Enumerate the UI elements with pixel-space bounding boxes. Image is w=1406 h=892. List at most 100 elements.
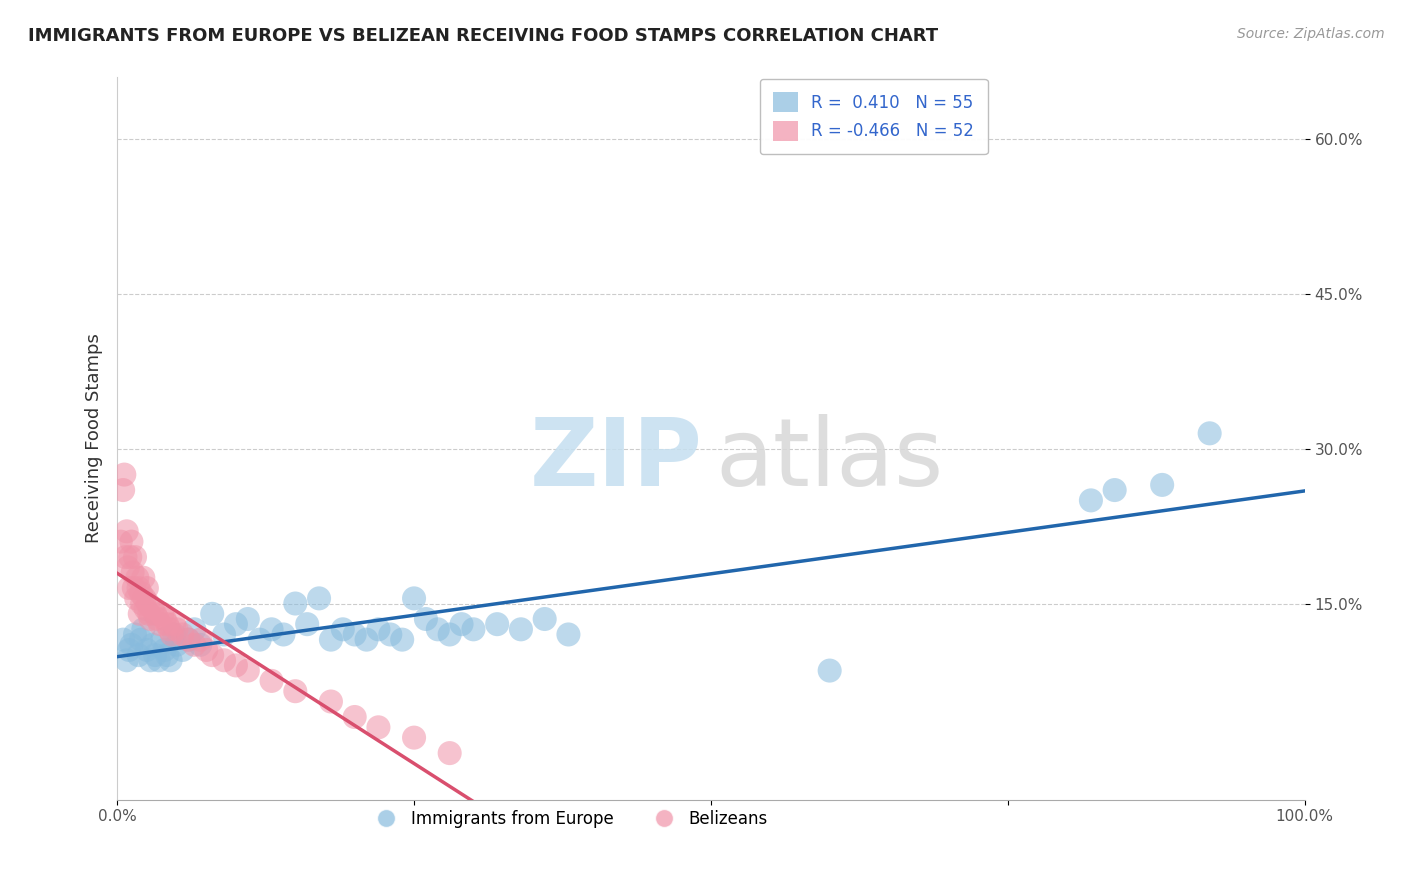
Point xyxy=(260,623,283,637)
Text: Source: ZipAtlas.com: Source: ZipAtlas.com xyxy=(1237,27,1385,41)
Point xyxy=(112,483,135,497)
Text: IMMIGRANTS FROM EUROPE VS BELIZEAN RECEIVING FOOD STAMPS CORRELATION CHART: IMMIGRANTS FROM EUROPE VS BELIZEAN RECEI… xyxy=(28,27,938,45)
Point xyxy=(510,623,533,637)
Point xyxy=(163,617,186,632)
Point xyxy=(159,653,181,667)
Point xyxy=(177,632,200,647)
Point xyxy=(146,612,169,626)
Point xyxy=(149,617,172,632)
Point xyxy=(120,638,142,652)
Point xyxy=(135,581,157,595)
Point xyxy=(1104,483,1126,497)
Point xyxy=(818,664,841,678)
Point xyxy=(129,632,152,647)
Y-axis label: Receiving Food Stamps: Receiving Food Stamps xyxy=(86,334,103,543)
Point xyxy=(166,638,188,652)
Point xyxy=(128,607,150,621)
Point xyxy=(120,534,142,549)
Point xyxy=(249,632,271,647)
Point xyxy=(343,627,366,641)
Point xyxy=(225,617,247,632)
Point xyxy=(284,597,307,611)
Point xyxy=(225,658,247,673)
Point xyxy=(319,632,342,647)
Point xyxy=(148,653,170,667)
Point xyxy=(533,612,555,626)
Point xyxy=(127,571,149,585)
Legend: Immigrants from Europe, Belizeans: Immigrants from Europe, Belizeans xyxy=(363,803,775,835)
Point xyxy=(128,648,150,662)
Point xyxy=(124,627,146,641)
Text: atlas: atlas xyxy=(716,414,943,506)
Point xyxy=(172,627,194,641)
Point xyxy=(142,638,165,652)
Point xyxy=(212,627,235,641)
Point xyxy=(132,623,155,637)
Point xyxy=(212,653,235,667)
Point xyxy=(367,623,389,637)
Point xyxy=(163,627,186,641)
Point xyxy=(273,627,295,641)
Point xyxy=(135,601,157,615)
Point xyxy=(201,648,224,662)
Point xyxy=(188,632,211,647)
Point xyxy=(142,601,165,615)
Point xyxy=(138,607,160,621)
Point xyxy=(367,720,389,734)
Point xyxy=(136,597,159,611)
Point xyxy=(160,627,183,641)
Point xyxy=(557,627,579,641)
Point xyxy=(236,664,259,678)
Point xyxy=(356,632,378,647)
Point xyxy=(195,643,218,657)
Point xyxy=(402,591,425,606)
Point xyxy=(426,623,449,637)
Point xyxy=(236,612,259,626)
Point xyxy=(1152,478,1174,492)
Point xyxy=(153,612,176,626)
Point xyxy=(463,623,485,637)
Point xyxy=(284,684,307,698)
Point xyxy=(183,638,205,652)
Point xyxy=(128,581,150,595)
Point xyxy=(150,632,173,647)
Point xyxy=(1080,493,1102,508)
Point xyxy=(117,560,139,574)
Point xyxy=(153,643,176,657)
Point xyxy=(118,643,141,657)
Point xyxy=(343,710,366,724)
Point xyxy=(380,627,402,641)
Point xyxy=(135,643,157,657)
Point xyxy=(114,550,136,565)
Text: ZIP: ZIP xyxy=(530,414,703,506)
Point xyxy=(177,632,200,647)
Point xyxy=(156,617,179,632)
Point xyxy=(150,607,173,621)
Point xyxy=(115,524,138,539)
Point xyxy=(332,623,354,637)
Point xyxy=(156,648,179,662)
Point xyxy=(486,617,509,632)
Point xyxy=(188,638,211,652)
Point xyxy=(159,623,181,637)
Point xyxy=(112,632,135,647)
Point xyxy=(295,617,318,632)
Point xyxy=(439,746,461,760)
Point xyxy=(439,627,461,641)
Point xyxy=(143,607,166,621)
Point xyxy=(121,566,143,580)
Point xyxy=(120,550,142,565)
Point xyxy=(131,597,153,611)
Point xyxy=(260,673,283,688)
Point xyxy=(118,581,141,595)
Point xyxy=(115,653,138,667)
Point xyxy=(319,694,342,708)
Point xyxy=(415,612,437,626)
Point xyxy=(139,653,162,667)
Point xyxy=(450,617,472,632)
Point xyxy=(172,643,194,657)
Point xyxy=(1198,426,1220,441)
Point xyxy=(391,632,413,647)
Point xyxy=(166,623,188,637)
Point xyxy=(183,623,205,637)
